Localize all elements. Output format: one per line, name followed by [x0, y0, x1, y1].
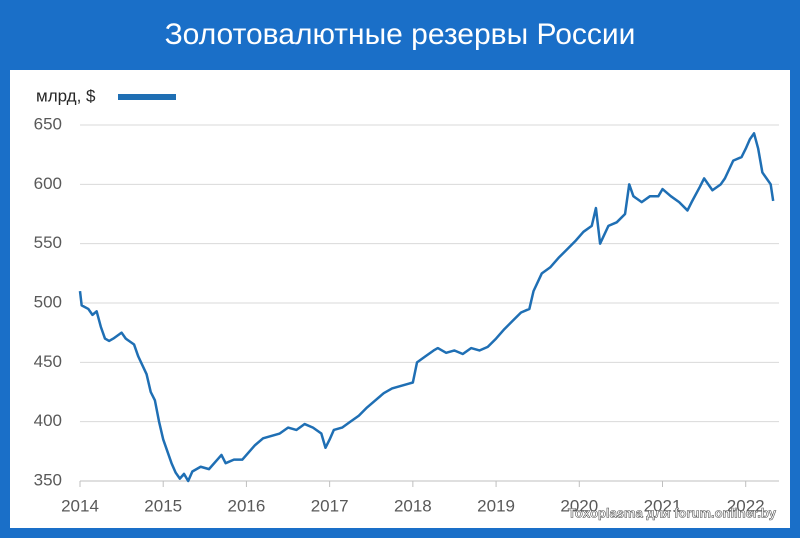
y-tick-label: 350 [34, 470, 62, 489]
y-tick-label: 450 [34, 352, 62, 371]
x-tick-label: 2021 [644, 496, 682, 515]
y-tick-label: 650 [34, 114, 62, 133]
x-tick-label: 2016 [228, 496, 266, 515]
y-tick-label: 550 [34, 233, 62, 252]
chart-title: Золотовалютные резервы России [165, 18, 636, 51]
x-tick-label: 2019 [477, 496, 515, 515]
x-tick-label: 2014 [61, 496, 99, 515]
y-tick-label: 400 [34, 411, 62, 430]
x-tick-label: 2015 [144, 496, 182, 515]
plot-panel [10, 70, 790, 528]
watermark: Toxoplasma для forum.onliner.by [568, 505, 777, 520]
data-line [78, 132, 775, 483]
x-tick-label: 2018 [394, 496, 432, 515]
x-tick-label: 2017 [311, 496, 349, 515]
y-tick-label: 500 [34, 292, 62, 311]
legend-label: млрд, $ [36, 86, 96, 105]
x-tick-label: 2020 [560, 496, 598, 515]
x-tick-label: 2022 [727, 496, 765, 515]
y-tick-label: 600 [34, 174, 62, 193]
